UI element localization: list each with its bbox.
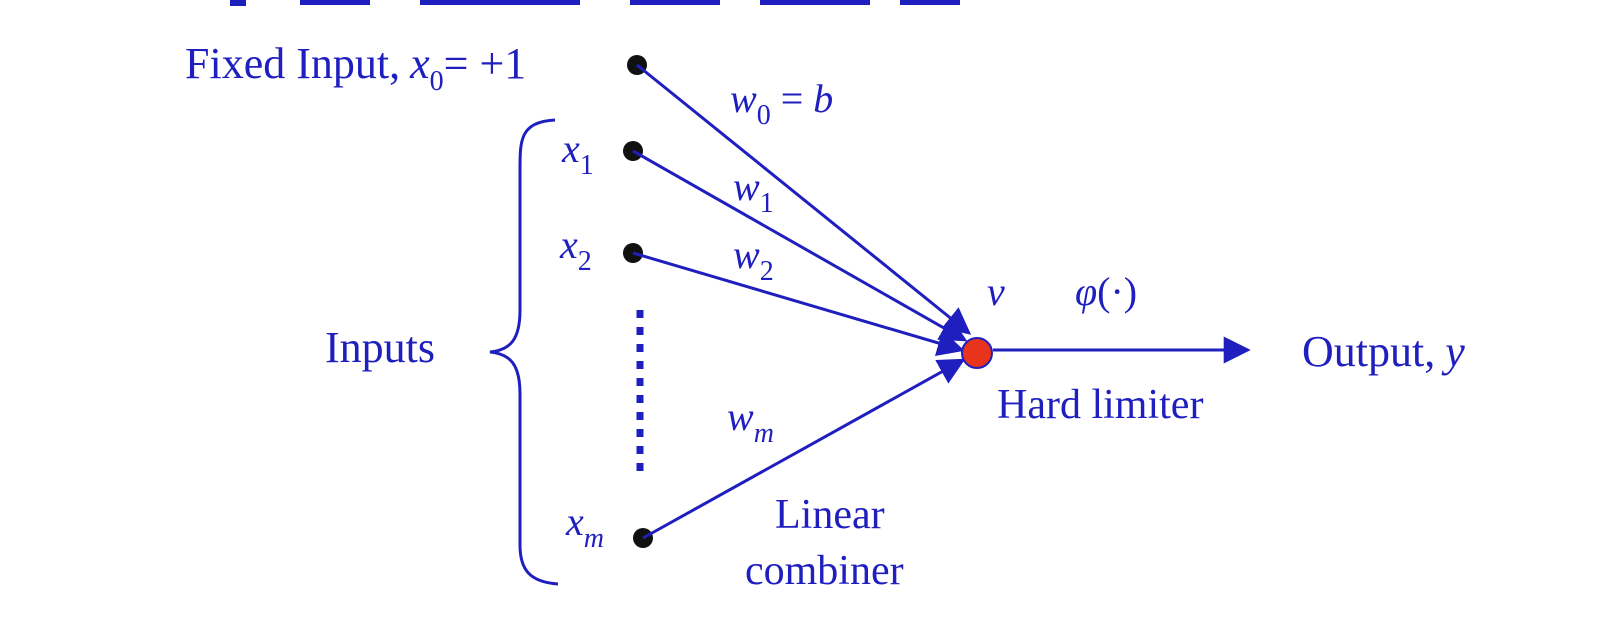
inputs-label: Inputs — [325, 323, 435, 372]
synapse-w0 — [636, 63, 972, 335]
weight-label-wm: wm — [727, 394, 774, 449]
fixed-input-label: Fixed Input, x0= +1 — [185, 39, 526, 97]
inputs-brace — [489, 118, 559, 586]
input-label-x2: x2 — [559, 222, 592, 277]
summing-junction-node — [961, 337, 993, 369]
weight-label-w2: w2 — [733, 232, 774, 287]
input-label-xm: xm — [565, 499, 604, 554]
linear-combiner-label-line2: combiner — [745, 548, 904, 594]
synapse-w2 — [632, 251, 965, 357]
input-label-x1: x1 — [561, 126, 594, 181]
hard-limiter-label: Hard limiter — [997, 382, 1203, 428]
weight-label-w1: w1 — [733, 164, 774, 219]
activation-function-label: φ(·) — [1075, 269, 1137, 314]
induced-field-label: v — [987, 269, 1005, 314]
output-label: Output, y — [1302, 327, 1465, 376]
synapse-w1 — [632, 149, 968, 342]
linear-combiner-label-line1: Linear — [775, 492, 885, 538]
clipped-heading-fragment — [230, 0, 960, 6]
synapse-wm — [642, 358, 966, 540]
weight-label-w0: w0 = b — [730, 76, 833, 131]
